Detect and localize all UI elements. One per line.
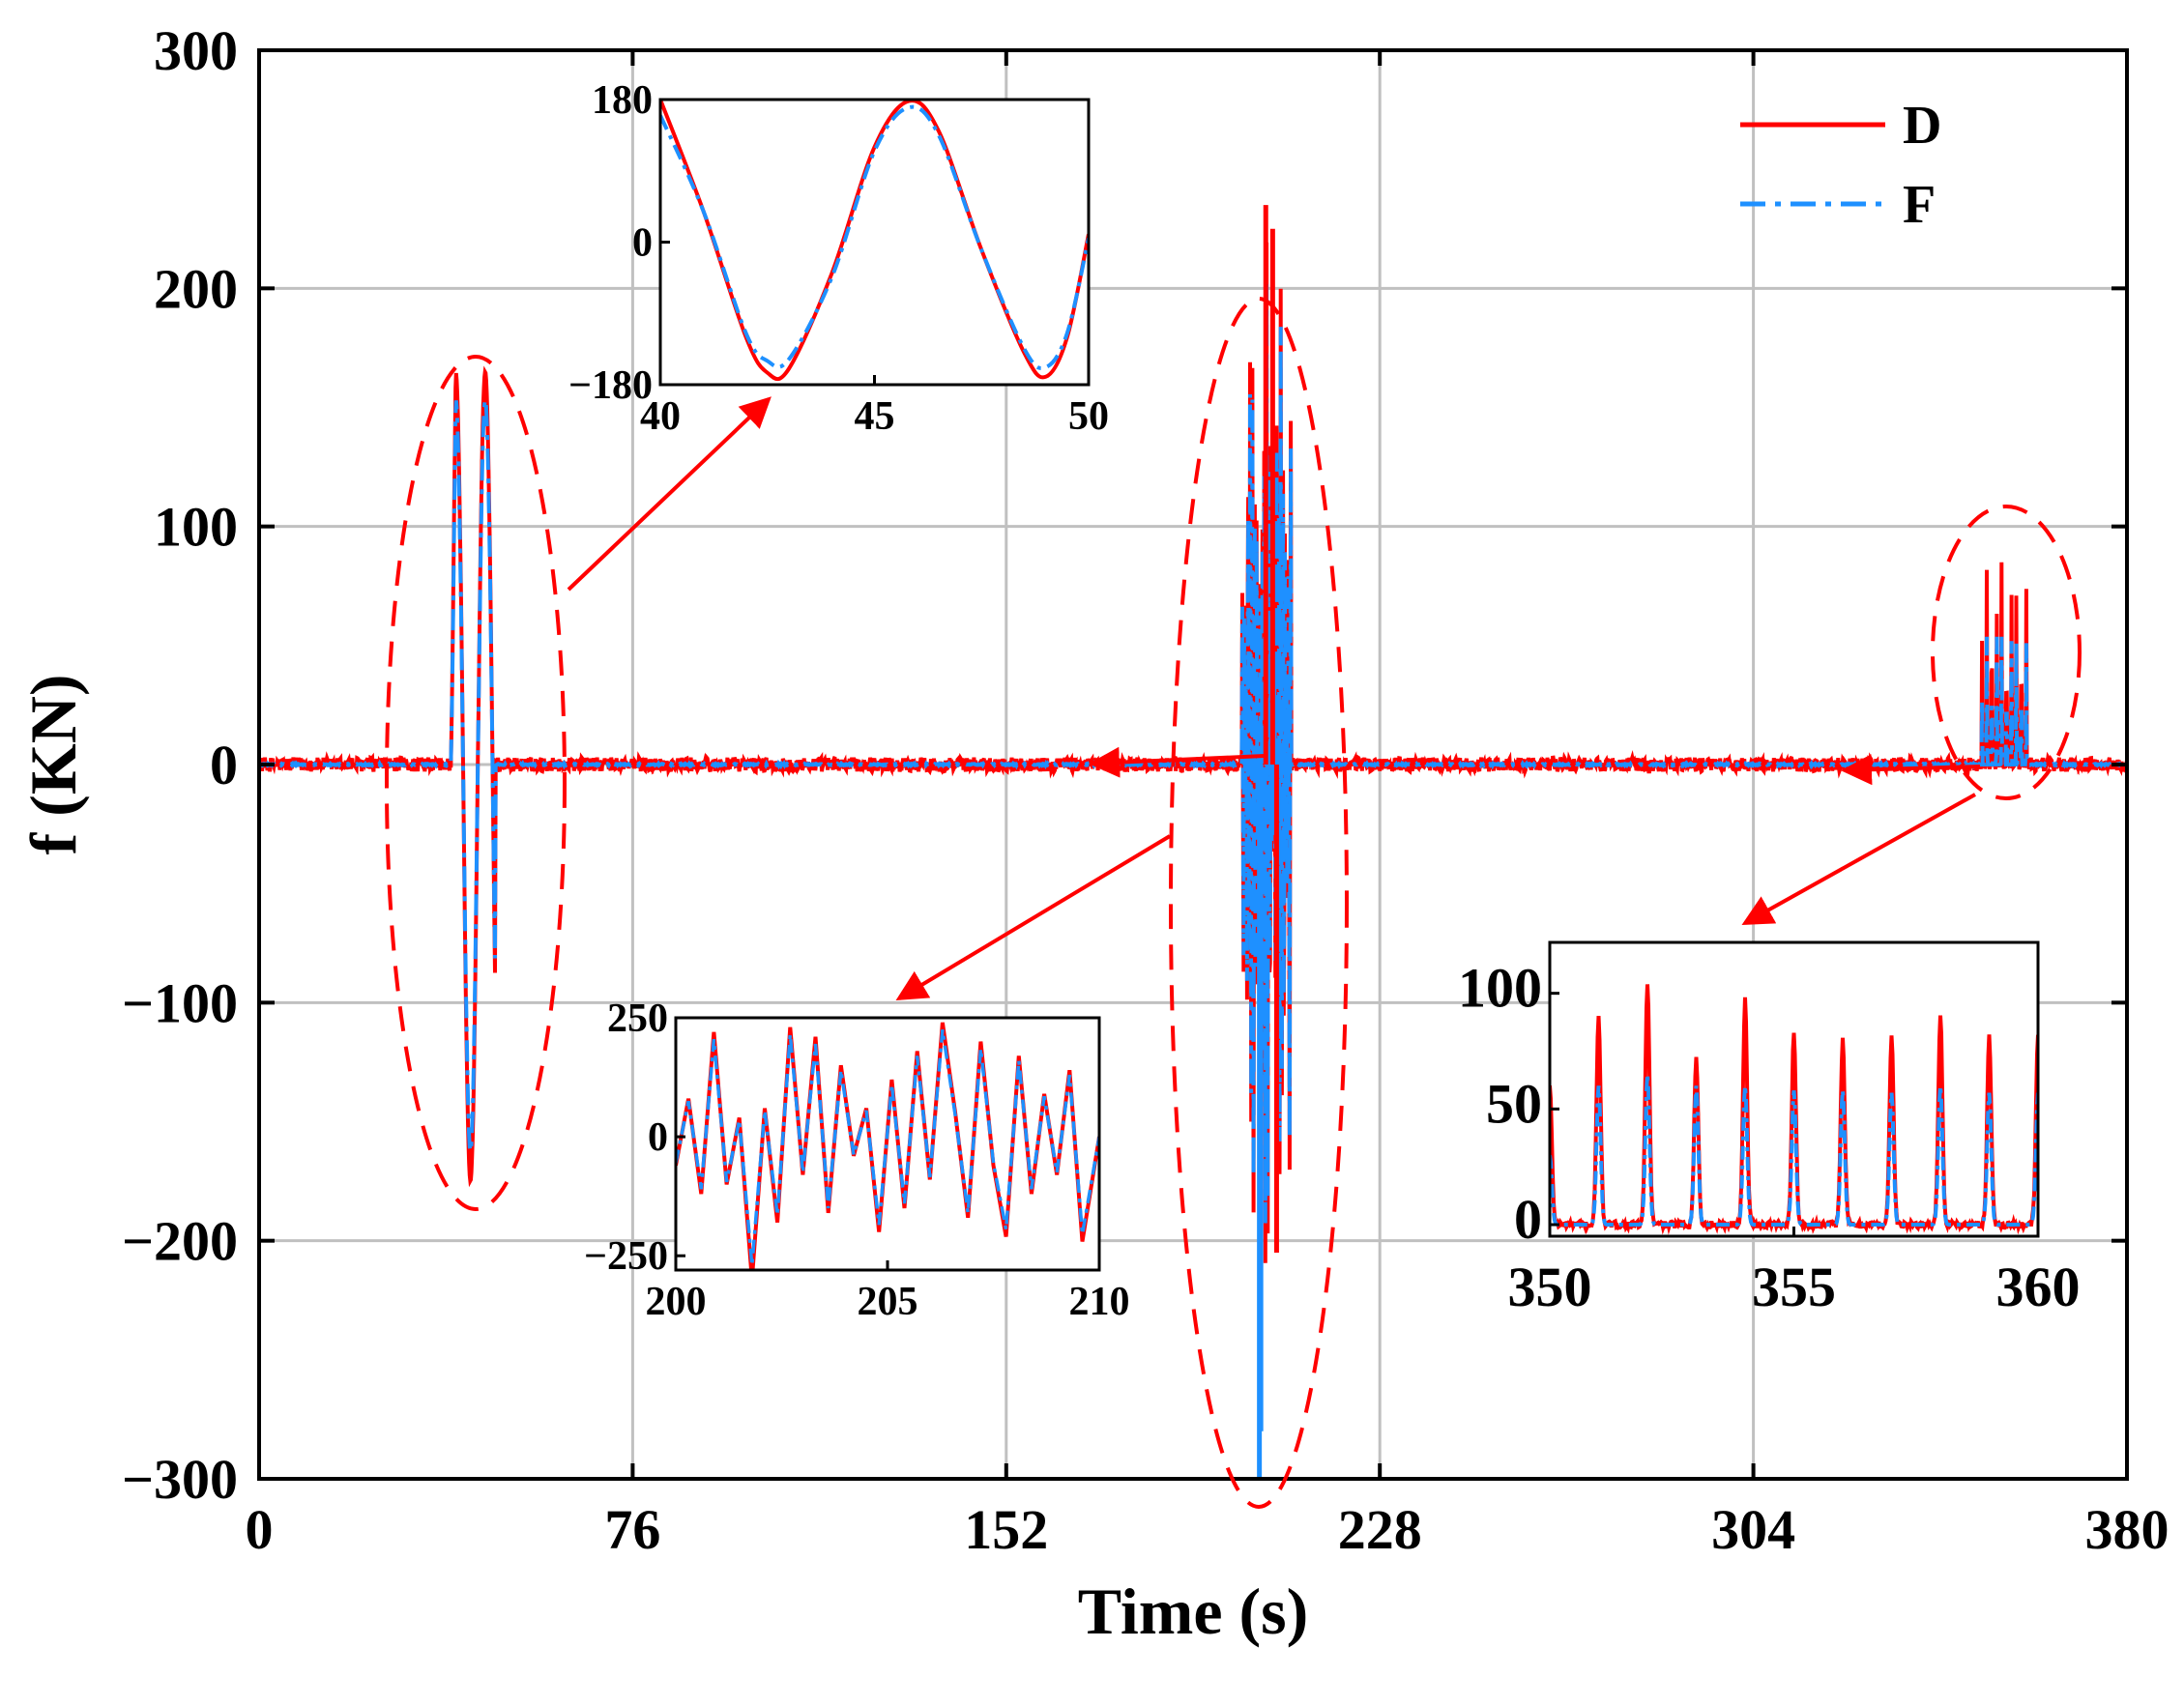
inset-y-tick-label: 50 <box>1486 1072 1542 1135</box>
inset-2-ticks: 200 205 210 −250 0 250 <box>584 997 1129 1324</box>
x-tick-label: 0 <box>246 1498 274 1561</box>
annotations <box>385 297 2082 1509</box>
inset-3-ticks: 350 355 360 0 50 100 <box>1458 957 2081 1318</box>
x-tick-label: 228 <box>1338 1498 1422 1561</box>
y-tick-label: −200 <box>122 1210 238 1273</box>
inset-1-series-f <box>660 104 1089 371</box>
ellipse-event-1 <box>385 355 567 1211</box>
inset-1-background <box>660 100 1089 385</box>
inset-2-series-f <box>676 1029 1099 1266</box>
x-tick-label: 304 <box>1711 1498 1795 1561</box>
inset-1-ticks: 40 45 50 −180 0 180 <box>568 78 1109 439</box>
legend-label-f: F <box>1903 175 1936 235</box>
main-series-f <box>259 284 2127 1224</box>
inset-x-tick-label: 360 <box>1996 1256 2081 1318</box>
arrow-to-inset-3 <box>1741 793 1976 925</box>
arrow-baseline-2 <box>1841 754 1981 786</box>
y-tick-label: 100 <box>154 496 238 559</box>
inset-x-tick-label: 45 <box>855 394 895 439</box>
inset-3-series <box>1550 984 2038 1235</box>
inset-3-series-f <box>1550 1074 2038 1227</box>
arrow-to-inset-2 <box>895 834 1172 1001</box>
x-axis-label: Time (s) <box>1078 1575 1309 1648</box>
inset-2-series <box>676 1022 1099 1270</box>
inset-y-tick-label: 100 <box>1458 957 1542 1020</box>
inset-x-tick-label: 50 <box>1068 394 1109 439</box>
inset-y-tick-label: −250 <box>584 1234 668 1279</box>
arrow-to-inset-1 <box>567 396 772 592</box>
inset-y-tick-label: 0 <box>632 221 653 266</box>
inset-x-tick-label: 350 <box>1508 1256 1592 1318</box>
inset-y-tick-label: −180 <box>568 363 653 408</box>
y-tick-label: 300 <box>154 19 238 82</box>
main-ticks: 0 76 152 228 304 380 −300 −200 −100 0 100 200 300 <box>122 19 2169 1561</box>
inset-y-tick-label: 180 <box>592 78 653 123</box>
inset-1-series <box>660 100 1089 382</box>
inset-x-tick-label: 210 <box>1069 1280 1130 1324</box>
inset-y-tick-label: 0 <box>1514 1188 1542 1251</box>
ellipse-event-3 <box>1931 505 2082 800</box>
inset-x-tick-label: 205 <box>858 1280 918 1324</box>
inset-1-series-d <box>660 100 1089 382</box>
y-axis-label: f (KN) <box>16 675 90 855</box>
y-tick-label: −300 <box>122 1448 238 1511</box>
inset-x-tick-label: 40 <box>640 394 681 439</box>
main-series <box>259 205 2127 1479</box>
inset-1: 40 45 50 −180 0 180 <box>568 78 1109 439</box>
arrow-baseline-1 <box>1089 746 1266 778</box>
inset-2: 200 205 210 −250 0 250 <box>584 997 1129 1324</box>
inset-y-tick-label: 250 <box>607 997 668 1041</box>
inset-x-tick-label: 200 <box>646 1280 707 1324</box>
x-tick-label: 76 <box>604 1498 660 1561</box>
x-tick-label: 380 <box>2085 1498 2169 1561</box>
y-tick-label: 200 <box>154 257 238 320</box>
legend: D F <box>1740 96 1941 235</box>
ellipse-event-2 <box>1169 297 1349 1509</box>
y-tick-label: −100 <box>122 971 238 1034</box>
inset-x-tick-label: 355 <box>1752 1256 1836 1318</box>
inset-y-tick-label: 0 <box>648 1115 668 1160</box>
x-tick-label: 152 <box>964 1498 1048 1561</box>
inset-3: 350 355 360 0 50 100 <box>1458 940 2081 1318</box>
legend-label-d: D <box>1903 96 1941 156</box>
y-tick-label: 0 <box>210 734 238 796</box>
